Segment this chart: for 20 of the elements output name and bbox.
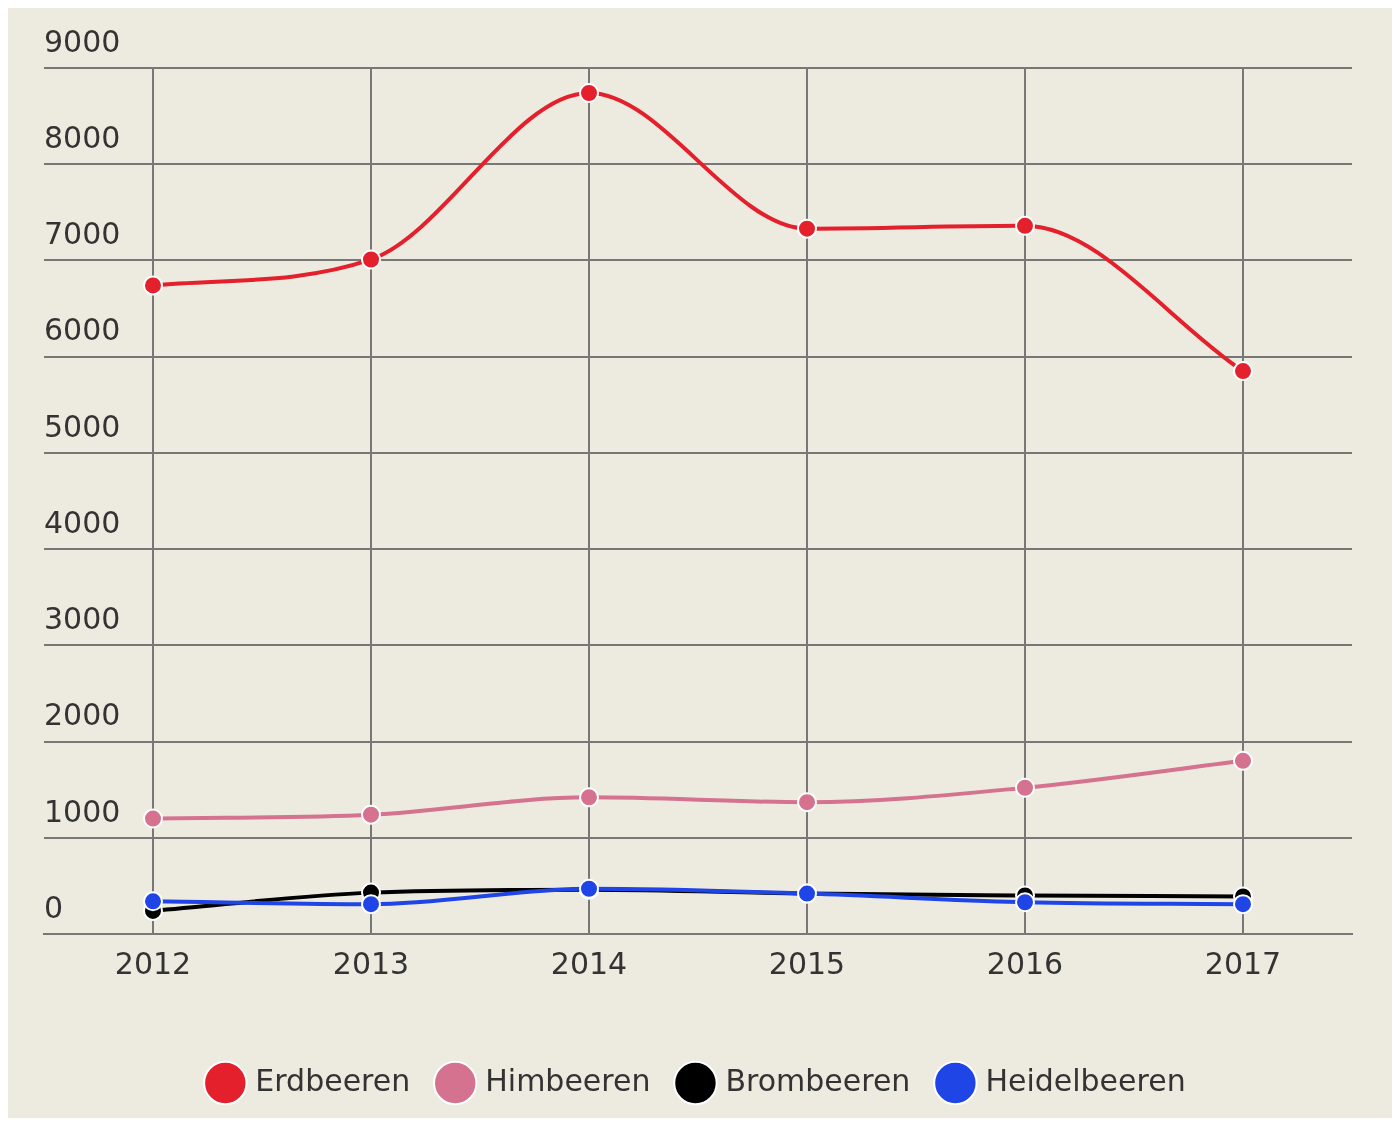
y-tick-label: 6000 (44, 312, 121, 348)
x-tick-label: 2012 (114, 945, 192, 981)
legend-label: Heidelbeeren (985, 1062, 1186, 1098)
y-tick-label: 1000 (44, 793, 121, 829)
y-tick-label: 4000 (44, 504, 121, 540)
y-tick-label: 9000 (44, 23, 121, 59)
y-tick-label: 0 (44, 889, 64, 925)
x-tick-label: 2016 (986, 945, 1064, 981)
y-tick-label: 5000 (44, 408, 121, 444)
y-tick-label: 8000 (44, 120, 121, 156)
legend-label: Himbeeren (485, 1062, 651, 1098)
x-tick-label: 2017 (1204, 945, 1282, 981)
x-tick-label: 2015 (768, 945, 846, 981)
y-tick-label: 7000 (44, 216, 121, 252)
x-tick-label: 2013 (332, 945, 410, 981)
x-tick-label: 2014 (550, 945, 628, 981)
legend-label: Brombeeren (725, 1062, 911, 1098)
y-tick-label: 3000 (44, 601, 121, 637)
y-tick-label: 2000 (44, 697, 121, 733)
legend-label: Erdbeeren (255, 1062, 411, 1098)
